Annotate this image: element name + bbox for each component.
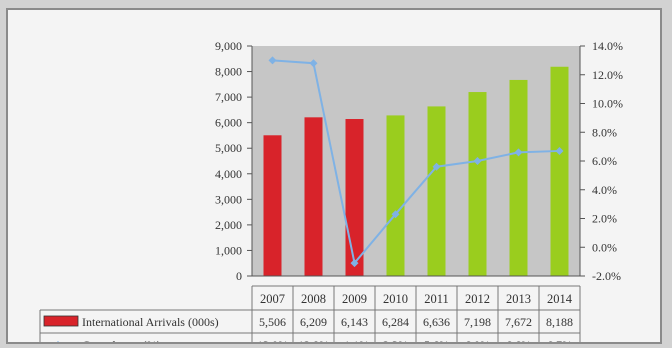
legend-label-arrivals: International Arrivals (000s)	[82, 315, 219, 329]
legend-swatch-arrivals	[43, 315, 79, 327]
plot-area	[252, 46, 580, 276]
growth-rate-point	[555, 146, 564, 155]
right-axis-tick-label: 10.0%	[592, 97, 623, 111]
bar	[345, 119, 364, 276]
growth-rate-value-label: 2.3%	[383, 338, 408, 344]
category-label: 2009	[342, 292, 367, 306]
right-axis-tick-label: 8.0%	[592, 125, 617, 139]
right-axis-tick-label: 12.0%	[592, 68, 623, 82]
chart-frame: 0 1,000 2,000 3,000 4,000 5,000 6,000 7,000 8,00…	[6, 8, 662, 344]
arrivals-value-label: 6,636	[423, 315, 450, 329]
growth-rate-point	[391, 210, 400, 219]
bar	[304, 117, 323, 276]
bar	[550, 66, 569, 276]
left-axis-tick-label: 0	[236, 269, 242, 283]
category-label: 2014	[547, 292, 573, 306]
left-axis-tick-label: 6,000	[215, 116, 242, 130]
right-axis-tick-label: 14.0%	[592, 39, 623, 53]
left-axis-tick-label: 5,000	[215, 141, 242, 155]
bar	[509, 79, 528, 276]
category-label: 2013	[506, 292, 531, 306]
legend-marker-growth-rate	[57, 341, 59, 342]
left-axis-tick-label: 1,000	[215, 243, 242, 257]
growth-rate-value-label: 6.6%	[506, 338, 531, 344]
growth-rate-value-label: 5.6%	[424, 338, 449, 344]
growth-rate-line	[272, 59, 560, 266]
growth-rate-value-label: -1.1%	[340, 338, 369, 344]
legend-label-growth-rate: Growth rate (%)	[82, 338, 161, 344]
bar	[263, 135, 282, 276]
right-axis-tick-label: 2.0%	[592, 212, 617, 226]
right-axis-tick-label: 6.0%	[592, 154, 617, 168]
growth-rate-point	[268, 56, 277, 65]
growth-rate-point	[350, 259, 359, 268]
category-label: 2007	[260, 292, 285, 306]
arrivals-value-label: 8,188	[546, 315, 573, 329]
right-axis-tick-label: 4.0%	[592, 183, 617, 197]
arrivals-value-label: 6,284	[382, 315, 409, 329]
growth-rate-point	[473, 157, 482, 165]
growth-rate-point	[432, 162, 441, 171]
category-label: 2010	[383, 292, 408, 306]
left-axis-tick-label: 3,000	[215, 192, 242, 206]
growth-rate-value-label: 12.8%	[298, 338, 329, 344]
category-label: 2008	[301, 292, 326, 306]
growth-rate-value-label: 6.7%	[547, 338, 572, 344]
left-axis-tick-label: 4,000	[215, 167, 242, 181]
left-axis-tick-label: 7,000	[215, 90, 242, 104]
arrivals-value-label: 6,143	[341, 315, 368, 329]
arrivals-value-label: 7,672	[505, 315, 532, 329]
left-axis-tick-label: 8,000	[215, 65, 242, 79]
growth-rate-value-label: 13.0%	[257, 338, 288, 344]
category-label: 2011	[424, 292, 449, 306]
growth-rate-point	[514, 148, 523, 157]
arrivals-value-label: 5,506	[259, 315, 286, 329]
category-label: 2012	[465, 292, 490, 306]
growth-rate-point	[309, 59, 318, 68]
left-axis-tick-label: 9,000	[215, 39, 242, 53]
arrivals-value-label: 7,198	[464, 315, 491, 329]
arrivals-value-label: 6,209	[300, 315, 327, 329]
growth-rate-value-label: 6.0%	[465, 338, 490, 344]
left-axis-tick-label: 2,000	[215, 218, 242, 232]
right-axis-tick-label: -2.0%	[592, 269, 621, 283]
right-axis-tick-label: 0.0%	[592, 240, 617, 254]
bar	[386, 115, 405, 276]
combo-chart: 0 1,000 2,000 3,000 4,000 5,000 6,000 7,000 8,00…	[39, 39, 623, 344]
bar	[468, 92, 487, 276]
bar	[427, 106, 446, 276]
